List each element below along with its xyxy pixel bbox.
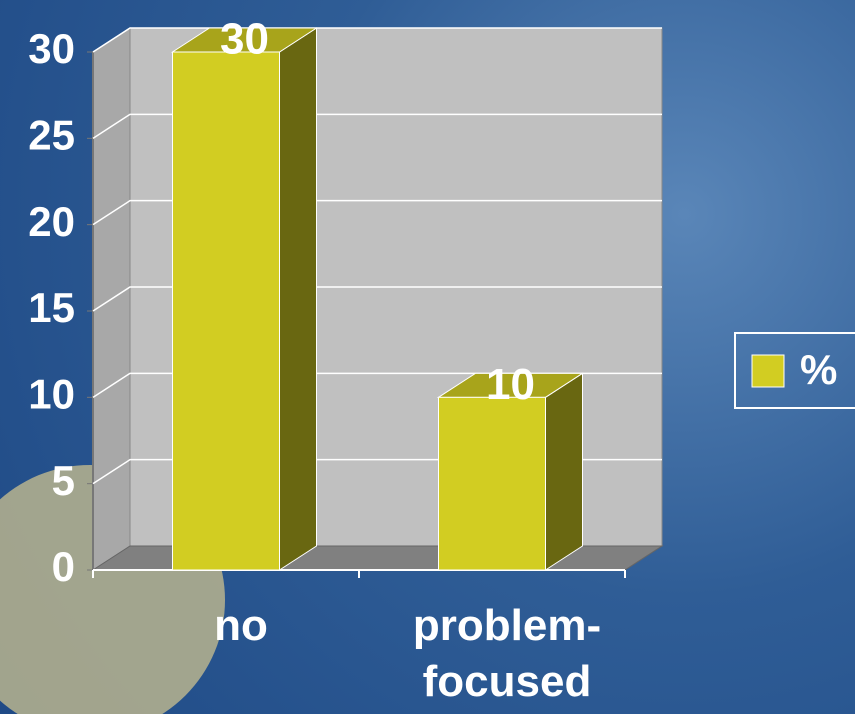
legend-label: % (800, 346, 837, 393)
bar-side (545, 372, 583, 571)
y-tick-label: 10 (28, 370, 75, 417)
value-label: 30 (220, 15, 269, 64)
y-tick-label: 5 (52, 457, 75, 504)
grid-line (92, 113, 662, 139)
value-label: 10 (486, 360, 535, 409)
bar (438, 396, 546, 571)
y-tick-label: 20 (28, 198, 75, 245)
grid-line (92, 27, 662, 53)
grid-line (92, 286, 662, 312)
x-tick-label: problem-focused (412, 601, 602, 706)
grid-line (92, 199, 662, 226)
y-tick-label: 0 (52, 543, 75, 590)
y-tick-label: 25 (28, 111, 75, 158)
bar (172, 51, 280, 571)
legend-swatch (751, 354, 785, 388)
bar-side (279, 27, 317, 571)
y-tick-label: 15 (28, 284, 75, 331)
legend-box (734, 332, 855, 409)
y-tick-label: 30 (28, 25, 75, 72)
x-tick-label: no (214, 601, 268, 650)
